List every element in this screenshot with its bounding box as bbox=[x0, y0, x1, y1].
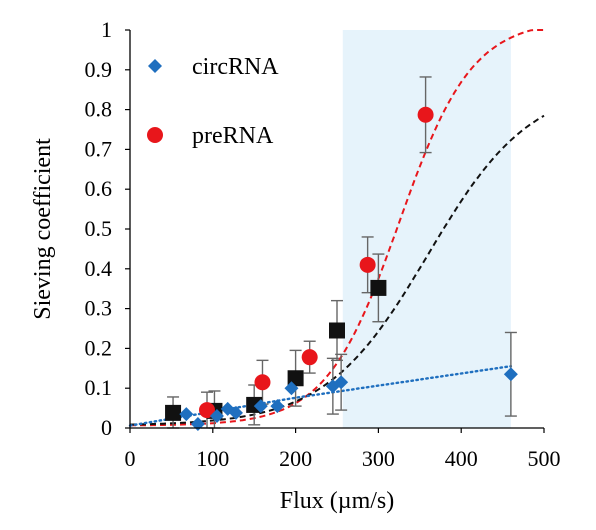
data-point-circrna bbox=[334, 375, 349, 390]
data-point-prerna bbox=[199, 402, 216, 419]
shaded-region bbox=[342, 30, 511, 428]
x-tick-label: 100 bbox=[196, 446, 229, 471]
y-tick-label: 1 bbox=[101, 17, 112, 42]
data-point-prerna bbox=[301, 349, 318, 366]
legend-marker-prerna bbox=[147, 127, 163, 143]
x-tick-label: 200 bbox=[279, 446, 312, 471]
legend-label-circrna: circRNA bbox=[192, 54, 279, 80]
x-tick-label: 0 bbox=[125, 446, 136, 471]
data-point-black-square bbox=[165, 404, 182, 421]
x-axis-title: Flux (µm/s) bbox=[280, 488, 395, 514]
y-tick-label: 0.2 bbox=[85, 335, 113, 360]
legend-marker-circrna bbox=[148, 59, 162, 73]
data-point-circrna bbox=[253, 399, 268, 414]
data-point-circrna bbox=[503, 367, 518, 382]
data-point-circrna bbox=[209, 409, 224, 424]
x-tick-label: 300 bbox=[362, 446, 395, 471]
fit-curve-circrna bbox=[128, 365, 513, 427]
y-tick-label: 0.1 bbox=[85, 375, 113, 400]
y-tick-label: 0.4 bbox=[85, 256, 113, 281]
y-tick-label: 0.9 bbox=[85, 57, 113, 82]
data-point-circrna bbox=[270, 399, 285, 414]
data-point-black-square bbox=[329, 322, 345, 339]
legend-label-prerna: preRNA bbox=[192, 123, 274, 149]
data-point-prerna bbox=[359, 256, 376, 273]
data-point-circrna bbox=[228, 405, 243, 420]
data-point-prerna bbox=[254, 374, 271, 391]
data-point-black-square bbox=[370, 279, 387, 296]
data-point-circrna bbox=[179, 407, 194, 422]
y-tick-label: 0 bbox=[101, 415, 112, 440]
x-tick-label: 400 bbox=[445, 446, 478, 471]
data-point-prerna bbox=[417, 106, 434, 123]
y-tick-label: 0.6 bbox=[85, 176, 113, 201]
y-tick-label: 0.5 bbox=[85, 216, 113, 241]
y-tick-label: 0.8 bbox=[85, 97, 113, 122]
data-point-circrna bbox=[284, 381, 299, 396]
y-tick-label: 0.7 bbox=[85, 136, 113, 161]
legend: circRNA preRNA bbox=[147, 54, 279, 149]
y-axis-title: Sieving coefficient bbox=[30, 138, 56, 320]
x-tick-label: 500 bbox=[528, 446, 561, 471]
y-tick-label: 0.3 bbox=[85, 296, 113, 321]
